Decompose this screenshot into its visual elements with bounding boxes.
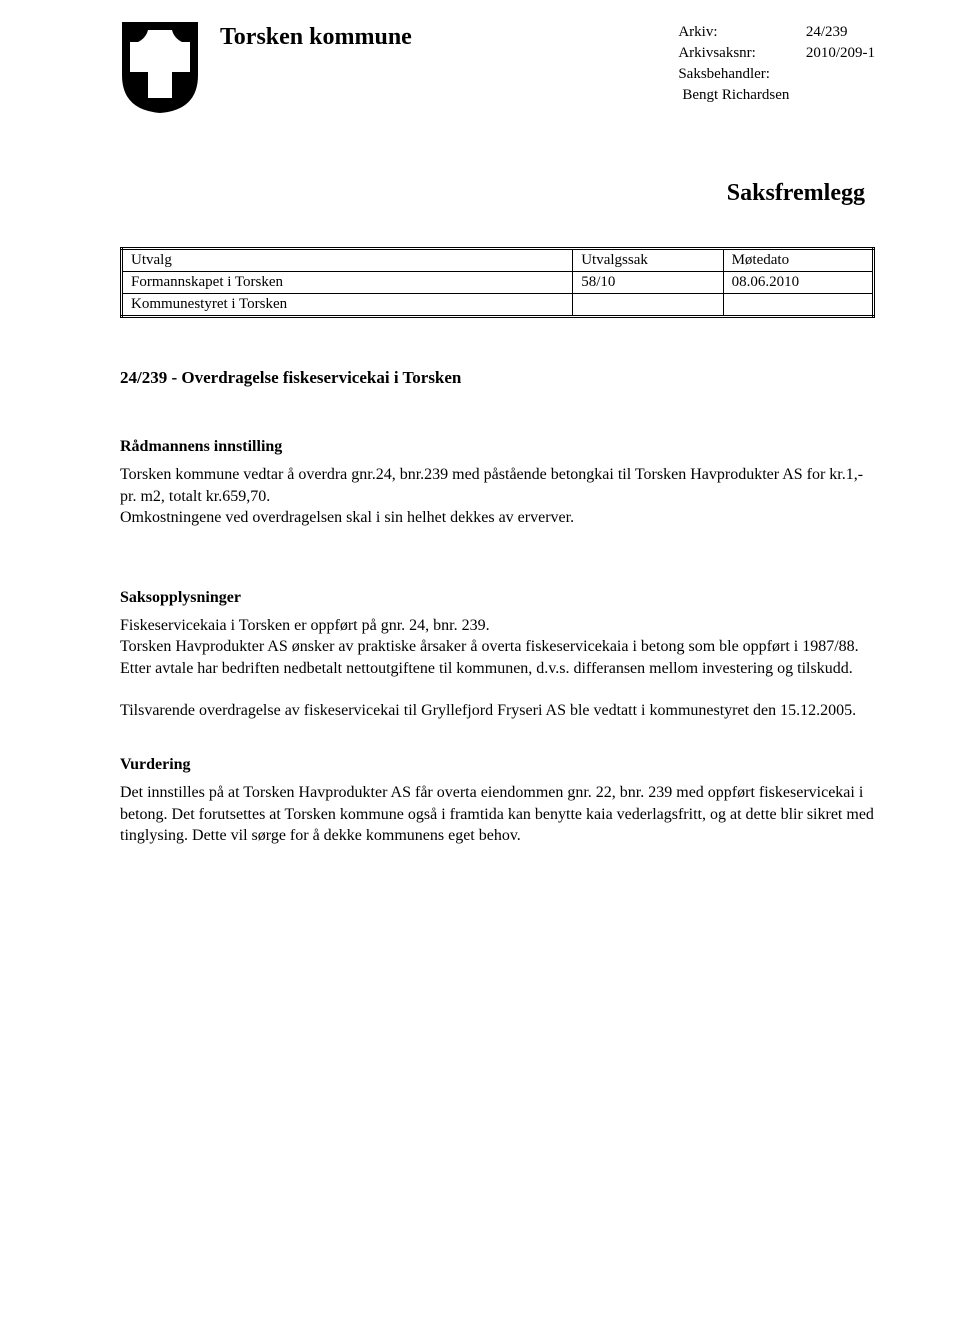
case-title: 24/239 - Overdragelse fiskeservicekai i … [120,368,875,388]
cell-sak: 58/10 [573,272,723,294]
vurdering-heading: Vurdering [120,756,875,774]
arkivsaksnr-value: 2010/209-1 [806,45,875,62]
table-row: Formannskapet i Torsken 58/10 08.06.2010 [122,272,874,294]
cell-dato [723,294,873,317]
saksopplysninger-section: Saksopplysninger Fiskeservicekaia i Tors… [120,589,875,721]
arkiv-value: 24/239 [806,24,875,41]
shield-icon [120,20,200,115]
saksbehandler-value: Bengt Richardsen [678,87,875,104]
table-row: Kommunestyret i Torsken [122,294,874,317]
utvalg-table: Utvalg Utvalgssak Møtedato Formannskapet… [120,247,875,318]
innstilling-text: Torsken kommune vedtar å overdra gnr.24,… [120,464,875,529]
innstilling-section: Rådmannens innstilling Torsken kommune v… [120,438,875,529]
vurdering-text: Det innstilles på at Torsken Havprodukte… [120,782,875,847]
col-header-utvalg: Utvalg [122,249,573,272]
saksopplysninger-heading: Saksopplysninger [120,589,875,607]
kommune-logo [120,20,200,120]
saksopplysninger-para1: Fiskeservicekaia i Torsken er oppført på… [120,615,875,680]
vurdering-section: Vurdering Det innstilles på at Torsken H… [120,756,875,847]
cell-utvalg: Formannskapet i Torsken [122,272,573,294]
saksfremlegg-heading: Saksfremlegg [120,180,875,207]
header-text-block: Torsken kommune Arkiv: 24/239 Arkivsaksn… [220,20,875,104]
kommune-title: Torsken kommune [220,24,638,51]
cell-utvalg: Kommunestyret i Torsken [122,294,573,317]
saksopplysninger-para2: Tilsvarende overdragelse av fiskeservice… [120,700,875,722]
document-header: Torsken kommune Arkiv: 24/239 Arkivsaksn… [120,20,875,120]
arkiv-label: Arkiv: [678,24,756,41]
col-header-motedato: Møtedato [723,249,873,272]
saksbehandler-label: Saksbehandler: [678,66,875,83]
archive-info: Arkiv: 24/239 Arkivsaksnr: 2010/209-1 Sa… [678,24,875,104]
table-header-row: Utvalg Utvalgssak Møtedato [122,249,874,272]
cell-sak [573,294,723,317]
col-header-utvalgssak: Utvalgssak [573,249,723,272]
cell-dato: 08.06.2010 [723,272,873,294]
innstilling-heading: Rådmannens innstilling [120,438,875,456]
arkivsaksnr-label: Arkivsaksnr: [678,45,756,62]
